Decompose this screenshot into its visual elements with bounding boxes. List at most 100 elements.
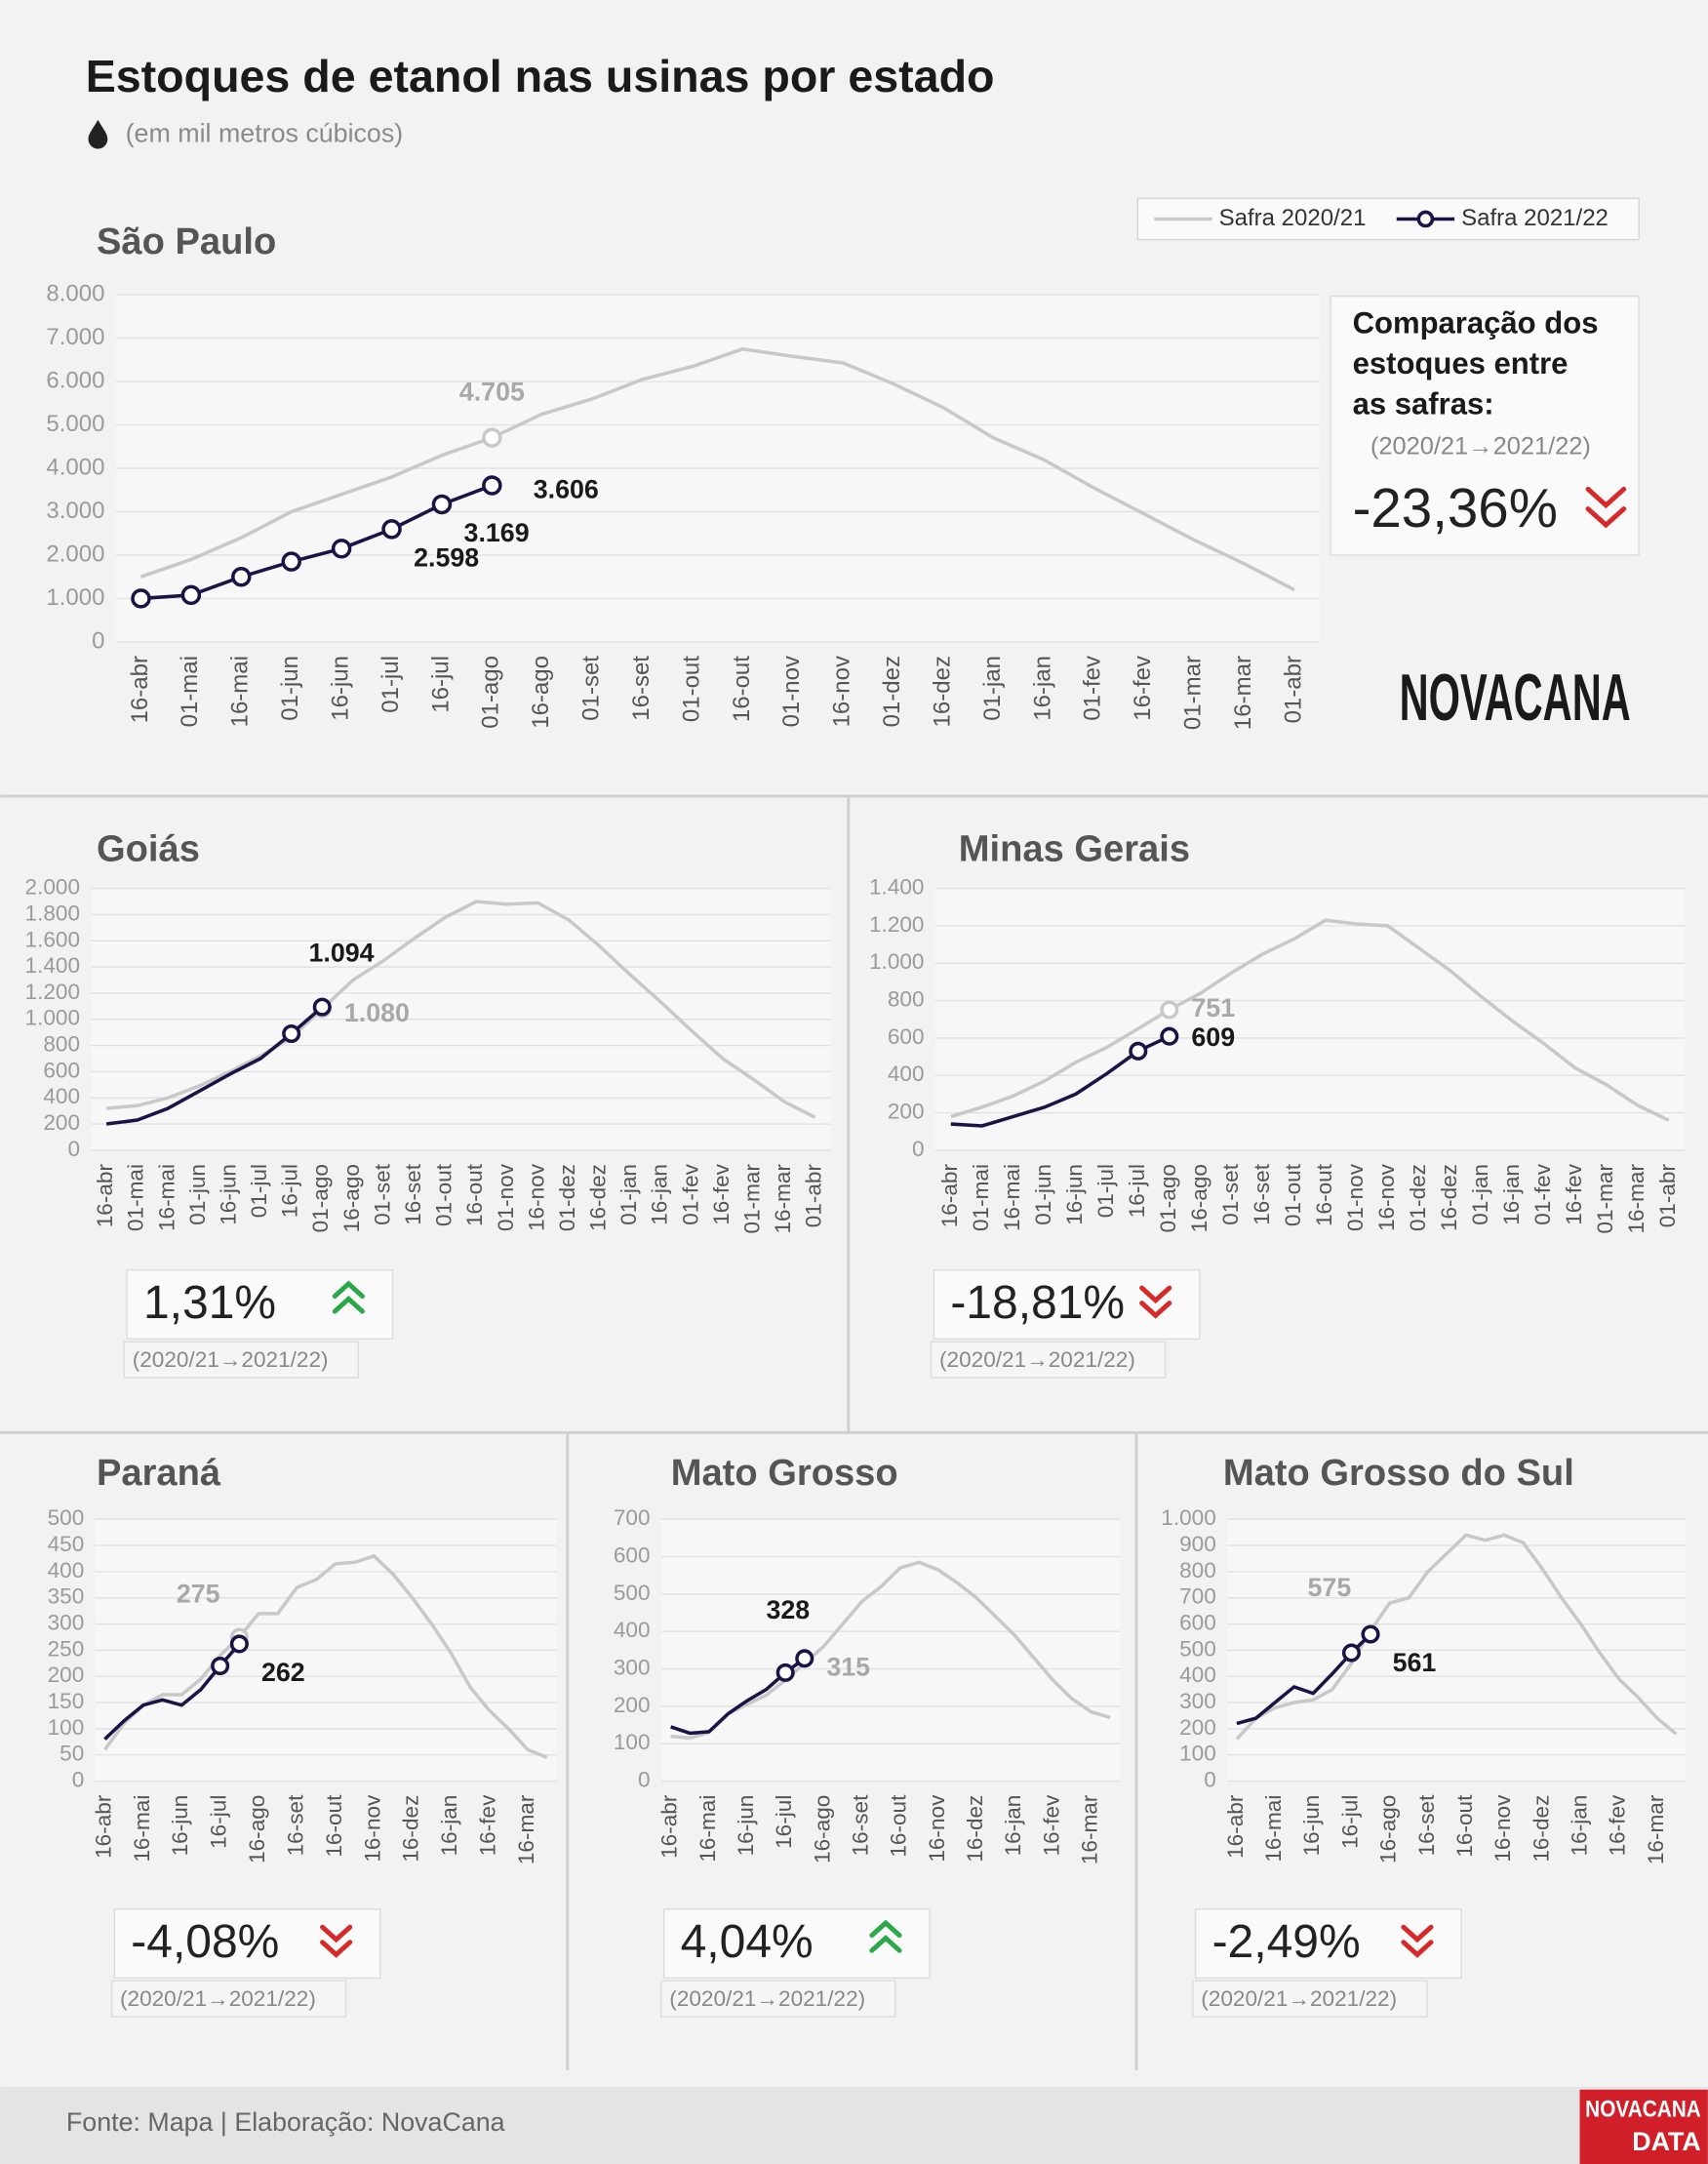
x-tick-label: 01-ago xyxy=(308,1164,333,1232)
y-tick-label: 1.400 xyxy=(25,953,81,978)
x-tick-label: 16-nov xyxy=(829,656,855,727)
point-marker xyxy=(180,584,202,606)
x-tick-label: 16-out xyxy=(462,1163,487,1226)
comparison-title: estoques entre xyxy=(1353,346,1569,381)
series-line xyxy=(105,900,816,1119)
x-tick-label: 16-set xyxy=(628,656,655,721)
x-tick-label: 16-set xyxy=(1250,1163,1274,1224)
y-tick-label: 0 xyxy=(1204,1767,1216,1791)
change-value: 1,31% xyxy=(143,1277,276,1329)
x-tick-label: 16-dez xyxy=(963,1795,987,1863)
point-marker xyxy=(482,475,502,496)
x-tick-label: 16-ago xyxy=(1187,1164,1211,1232)
period-box xyxy=(660,1980,896,2018)
x-tick-label: 01-nov xyxy=(778,656,805,727)
data-label: 1.094 xyxy=(308,939,374,968)
x-tick-label: 16-jun xyxy=(734,1795,758,1857)
x-tick-label: 16-jul xyxy=(772,1795,796,1849)
period-label: (2020/21→2021/22) xyxy=(939,1347,1135,1372)
point-marker xyxy=(381,519,402,540)
y-tick-label: 600 xyxy=(888,1024,925,1049)
legend-box xyxy=(1136,197,1640,241)
y-tick-label: 500 xyxy=(614,1581,651,1605)
x-tick-label: 01-ago xyxy=(1156,1164,1180,1232)
change-value: 4,04% xyxy=(681,1916,814,1968)
page-subtitle: (em mil metros cúbicos) xyxy=(126,118,404,147)
x-tick-label: 01-abr xyxy=(802,1164,826,1228)
trend-arrow xyxy=(320,1924,353,1958)
x-tick-label: 16-out xyxy=(1312,1163,1336,1226)
y-tick-label: 100 xyxy=(1179,1742,1216,1766)
x-tick-label: 16-mar xyxy=(1624,1164,1648,1234)
x-tick-label: 01-jul xyxy=(377,656,404,713)
change-box xyxy=(933,1269,1201,1341)
y-tick-label: 0 xyxy=(638,1767,651,1791)
y-tick-label: 200 xyxy=(614,1693,651,1717)
change-value: -23,36% xyxy=(1353,477,1558,539)
chart-title: Paraná xyxy=(97,1453,221,1494)
x-tick-label: 01-jul xyxy=(247,1164,271,1218)
x-tick-label: 16-ago xyxy=(1376,1795,1401,1863)
y-tick-label: 500 xyxy=(1179,1636,1216,1661)
x-tick-label: 16-ago xyxy=(810,1795,834,1863)
y-tick-label: 2.000 xyxy=(25,875,81,900)
data-label: 315 xyxy=(826,1653,870,1682)
x-tick-label: 16-mar xyxy=(1644,1794,1668,1864)
y-tick-label: 700 xyxy=(614,1505,651,1530)
data-label: 1.080 xyxy=(344,998,410,1027)
x-tick-label: 16-jan xyxy=(1001,1795,1025,1857)
point-marker xyxy=(1341,1643,1361,1663)
period-label: (2020/21→2021/22) xyxy=(1201,1986,1397,2011)
x-tick-label: 16-jun xyxy=(1062,1164,1087,1225)
x-tick-label: 16-jun xyxy=(168,1795,192,1857)
x-tick-label: 16-jan xyxy=(437,1795,461,1857)
y-tick-label: 8.000 xyxy=(46,280,104,306)
x-tick-label: 01-fev xyxy=(1080,656,1106,721)
y-tick-label: 0 xyxy=(912,1137,925,1161)
x-tick-label: 01-mar xyxy=(739,1164,764,1234)
x-tick-label: 16-fev xyxy=(1606,1794,1630,1856)
point-marker xyxy=(775,1663,795,1682)
x-tick-label: 16-ago xyxy=(528,656,554,729)
y-tick-label: 200 xyxy=(1179,1715,1216,1740)
x-tick-label: 16-nov xyxy=(1490,1794,1515,1863)
x-tick-label: 16-mar xyxy=(514,1794,538,1864)
x-tick-label: 01-mar xyxy=(1593,1164,1617,1234)
x-tick-label: 16-out xyxy=(322,1794,346,1858)
y-tick-label: 600 xyxy=(43,1058,80,1082)
y-tick-label: 0 xyxy=(92,627,104,654)
x-tick-label: 01-jan xyxy=(1468,1164,1492,1225)
chart-title: Mato Grosso xyxy=(671,1453,898,1494)
x-tick-label: 01-jan xyxy=(979,656,1006,721)
data-label: 275 xyxy=(177,1580,220,1609)
change-value: -4,08% xyxy=(131,1916,279,1968)
x-tick-label: 16-nov xyxy=(1374,1163,1399,1231)
chart-title: Goiás xyxy=(97,829,200,870)
chart-title: Mato Grosso do Sul xyxy=(1223,1453,1574,1494)
y-tick-label: 1.600 xyxy=(25,927,81,951)
point-marker xyxy=(1129,1041,1148,1061)
x-tick-label: 16-fev xyxy=(1130,656,1156,721)
y-tick-label: 1.000 xyxy=(46,584,104,611)
x-tick-label: 01-abr xyxy=(1655,1164,1680,1228)
x-tick-label: 16-out xyxy=(887,1794,911,1858)
y-tick-label: 1.000 xyxy=(1161,1505,1216,1530)
comparison-title: as safras: xyxy=(1353,387,1494,421)
x-tick-label: 16-dez xyxy=(929,656,955,727)
point-marker xyxy=(131,588,151,609)
y-tick-label: 350 xyxy=(48,1584,85,1609)
drop-icon xyxy=(88,119,108,149)
y-tick-label: 400 xyxy=(1179,1663,1216,1687)
change-value: -2,49% xyxy=(1212,1916,1361,1968)
x-tick-label: 16-ago xyxy=(245,1795,269,1863)
y-tick-label: 800 xyxy=(1179,1558,1216,1583)
y-tick-label: 3.000 xyxy=(46,498,104,524)
x-tick-label: 01-mai xyxy=(124,1164,148,1231)
y-tick-label: 0 xyxy=(67,1137,80,1161)
x-tick-label: 16-nov xyxy=(524,1163,548,1231)
x-tick-label: 16-nov xyxy=(360,1794,384,1863)
comparison-title: Comparação dos xyxy=(1353,305,1599,340)
data-label: 575 xyxy=(1308,1573,1352,1602)
x-tick-label: 16-jul xyxy=(1337,1795,1362,1849)
